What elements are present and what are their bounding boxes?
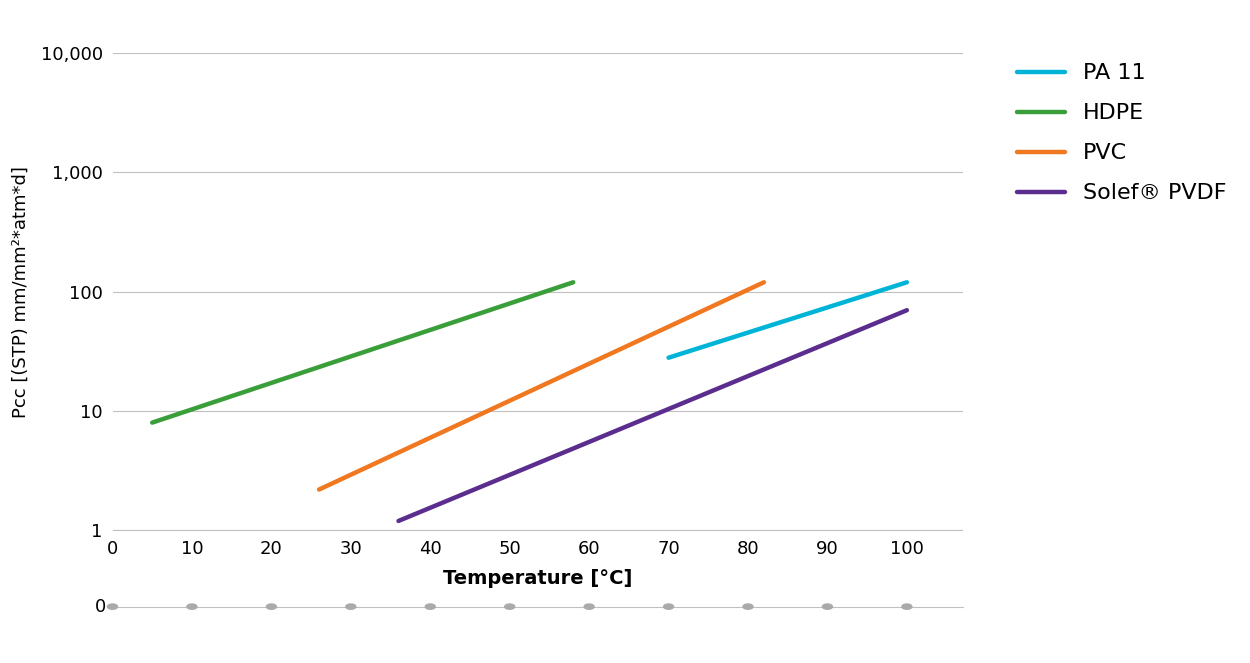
PA 11 (878, 285, 892, 293)
Line: PVC: PVC (319, 282, 764, 489)
PVC (311, 485, 326, 493)
Solef® PVDF (693, 392, 708, 400)
Legend: PA 11, HDPE, PVC, Solef® PVDF: PA 11, HDPE, PVC, Solef® PVDF (1008, 54, 1235, 212)
PA 11 (900, 278, 915, 286)
PA 11 (661, 354, 676, 362)
HDPE (566, 278, 581, 286)
Solef® PVDF (392, 516, 408, 524)
PVC (584, 359, 599, 367)
PA 11 (802, 309, 818, 317)
HDPE (146, 418, 161, 426)
HDPE (500, 300, 515, 308)
Solef® PVDF (820, 339, 835, 347)
PVC (756, 278, 771, 286)
PVC (575, 363, 590, 371)
PA 11 (802, 309, 818, 317)
Line: Solef® PVDF: Solef® PVDF (399, 310, 908, 521)
PVC (576, 362, 591, 370)
Y-axis label: Pcc [(STP) mm/mm²*atm*d]: Pcc [(STP) mm/mm²*atm*d] (11, 166, 30, 418)
Solef® PVDF (851, 326, 866, 334)
Line: HDPE: HDPE (152, 282, 574, 422)
HDPE (395, 335, 410, 343)
HDPE (145, 418, 160, 426)
PVC (312, 485, 328, 493)
Solef® PVDF (900, 306, 915, 314)
X-axis label: Temperature [°C]: Temperature [°C] (442, 570, 632, 588)
HDPE (526, 292, 541, 300)
PVC (686, 311, 701, 319)
Solef® PVDF (391, 517, 406, 525)
Text: 0: 0 (95, 597, 106, 616)
Solef® PVDF (703, 388, 718, 396)
HDPE (394, 335, 409, 343)
Solef® PVDF (694, 392, 709, 400)
PVC (715, 298, 730, 306)
Line: PA 11: PA 11 (669, 282, 908, 358)
PA 11 (661, 353, 676, 361)
PA 11 (862, 290, 877, 298)
HDPE (402, 333, 418, 341)
PA 11 (808, 308, 822, 316)
